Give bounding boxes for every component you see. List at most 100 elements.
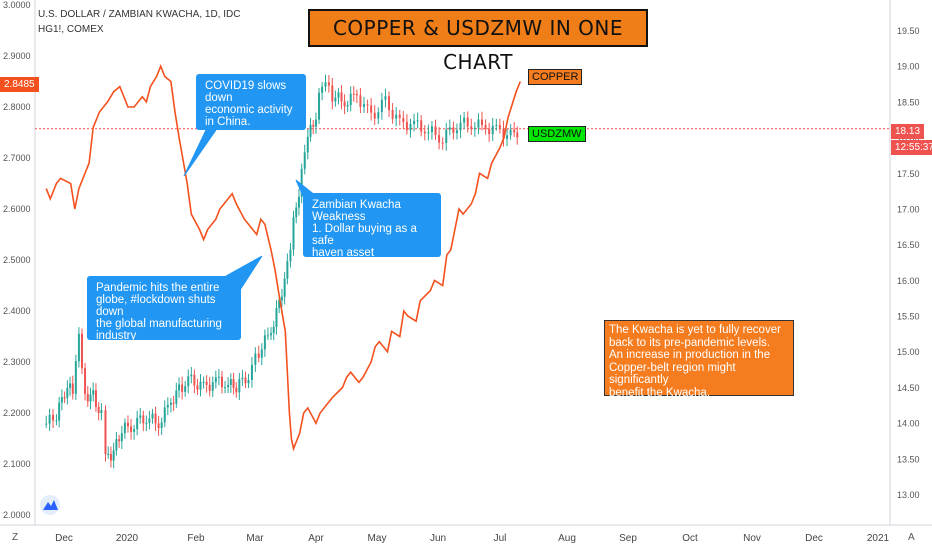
right-tick-label: 19.50 [897,26,920,36]
candle-body [139,415,142,418]
candle-body [84,368,87,394]
candle-body [130,426,133,432]
copper-last-price-badge: 2.8485 [0,77,39,92]
candle-body [123,422,126,434]
candle-body [318,92,321,120]
candle-body [145,422,148,424]
candle-body [366,104,369,106]
covid-callout: COVID19 slows down economic activity in … [196,74,306,130]
x-tick-label: Dec [55,533,73,544]
right-tick-label: 13.00 [897,490,920,500]
candle-body [402,117,405,122]
x-tick-label: Dec [805,533,823,544]
right-tick-label: 19.00 [897,62,920,72]
left-tick-label: 2.1000 [3,459,31,469]
candle-body [52,414,55,421]
copper-line [45,64,522,452]
candle-body [107,453,110,455]
candle-body [184,386,187,392]
tradingview-logo-icon [40,495,60,515]
candle-body [327,82,330,86]
usdzmw-candles [45,74,519,469]
candle-body [196,385,199,390]
candle-body [229,379,232,385]
candle-body [58,402,61,421]
candle-body [470,126,473,130]
candle-body [455,130,458,134]
candle-body [423,131,426,134]
candle-body [441,142,444,144]
x-axis-ticks: Dec 2020 Feb Mar Apr May Jun Jul Aug Sep Oct Nov Dec… [55,533,889,544]
x-tick-label: Oct [682,533,698,544]
candle-body [193,374,196,386]
usdzmw-last-price-badge: 18.13 [891,124,925,139]
candle-body [92,390,95,395]
candle-body [69,383,72,388]
timezone-marker[interactable]: Z [12,532,18,543]
chart-title: COPPER & USDZMW IN ONE CHART [308,9,648,74]
candle-body [384,96,387,100]
candle-body [224,387,227,389]
candle-body [324,82,327,87]
candle-body [115,439,118,451]
x-tick-label: Apr [308,533,324,544]
right-tick-label: 17.50 [897,169,920,179]
candle-body [89,394,92,402]
candle-body [66,387,69,398]
candle-body [409,124,412,131]
candle-body [495,125,498,127]
candle-body [340,92,343,102]
candle-body [232,379,235,388]
right-tick-label: 13.50 [897,454,920,464]
candle-body [362,104,365,107]
candle-body [157,423,160,429]
pandemic-callout: Pandemic hits the entire globe, #lockdow… [87,276,241,342]
x-tick-label: Jun [430,533,446,544]
candle-body [427,132,430,134]
left-tick-label: 2.3000 [3,357,31,367]
candle-body [278,300,281,308]
x-tick-label: Mar [246,533,264,544]
candle-body [370,105,373,113]
candle-body [513,129,516,133]
candle-body [142,415,145,424]
x-tick-label: Feb [187,533,205,544]
x-tick-label: Sep [619,533,637,544]
auto-scale-marker[interactable]: A [908,532,915,543]
candle-body [220,376,223,388]
candle-body [359,95,362,107]
right-tick-label: 16.50 [897,240,920,250]
candle-body [172,402,175,404]
candle-body [395,114,398,119]
covid-pointer [183,129,217,177]
candle-body [355,93,358,96]
candle-body [208,384,211,391]
candle-body [247,380,250,384]
candle-body [413,120,416,125]
candle-body [275,307,278,327]
x-tick-label: 2021 [867,533,890,544]
left-tick-label: 2.5000 [3,255,31,265]
candle-body [509,129,512,136]
candle-body [217,376,220,378]
candle-body [235,387,238,393]
candle-body [289,249,292,262]
candle-body [118,439,121,442]
candle-body [86,393,89,402]
candle-body [120,433,123,442]
candle-body [346,105,349,107]
candle-body [314,119,317,127]
x-tick-label: 2020 [116,533,139,544]
candle-body [488,129,491,135]
candle-body [459,122,462,131]
candle-body [473,127,476,130]
candle-body [297,196,300,208]
candle-body [160,422,163,429]
candle-body [211,382,214,391]
candle-body [398,114,401,118]
candle-body [270,333,273,336]
candle-body [227,384,230,388]
candle-body [154,413,157,424]
right-tick-label: 18.50 [897,97,920,107]
